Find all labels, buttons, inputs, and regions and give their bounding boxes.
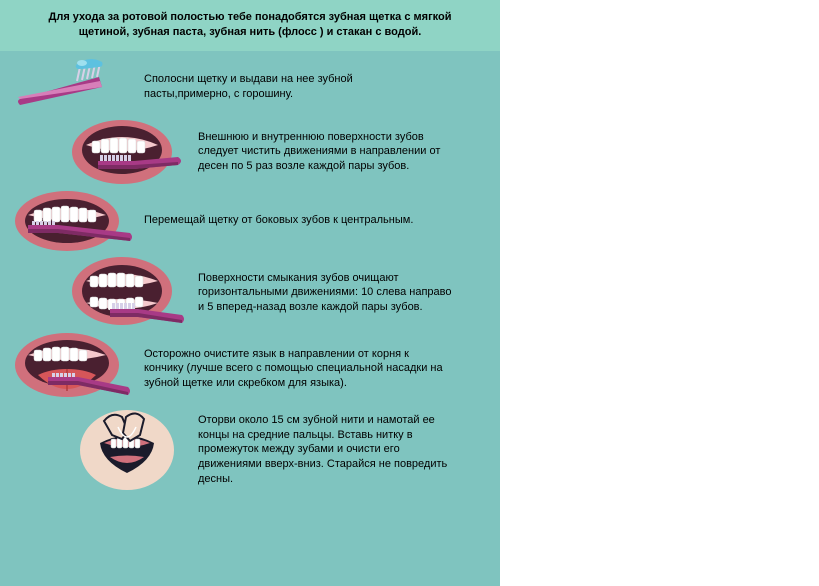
infographic-panel: Для ухода за ротовой полостью тебе понад… [0,0,500,586]
step-text: Осторожно очистите язык в направлении от… [144,347,444,392]
step-text: Сполосни щетку и выдави на нее зубной па… [144,72,404,102]
step-text: Перемещай щетку от боковых зубов к центр… [144,213,413,228]
step-text: Оторви около 15 см зубной нити и намотай… [198,413,458,487]
header-text: Для ухода за ротовой полостью тебе понад… [0,0,500,51]
steps-container: Сполосни щетку и выдави на нее зубной па… [0,51,500,499]
step-text: Поверхности смыкания зубов очищают гориз… [198,271,458,316]
step-3: Перемещай щетку от боковых зубов к центр… [12,187,488,255]
step-text: Внешнюю и внутреннюю поверхности зубов с… [198,130,458,175]
step-5: Осторожно очистите язык в направлении от… [12,331,488,407]
mouth-chew-brush-icon [68,255,186,331]
step-2: Внешнюю и внутреннюю поверхности зубов с… [68,117,488,187]
toothbrush-paste-icon [12,57,132,117]
mouth-side-brush-icon [12,187,132,255]
floss-icon [78,407,186,493]
step-4: Поверхности смыкания зубов очищают гориз… [68,255,488,331]
mouth-front-brush-icon [68,117,186,187]
step-6: Оторви около 15 см зубной нити и намотай… [78,407,488,493]
tongue-brush-icon [12,331,132,407]
step-1: Сполосни щетку и выдави на нее зубной па… [12,57,488,117]
